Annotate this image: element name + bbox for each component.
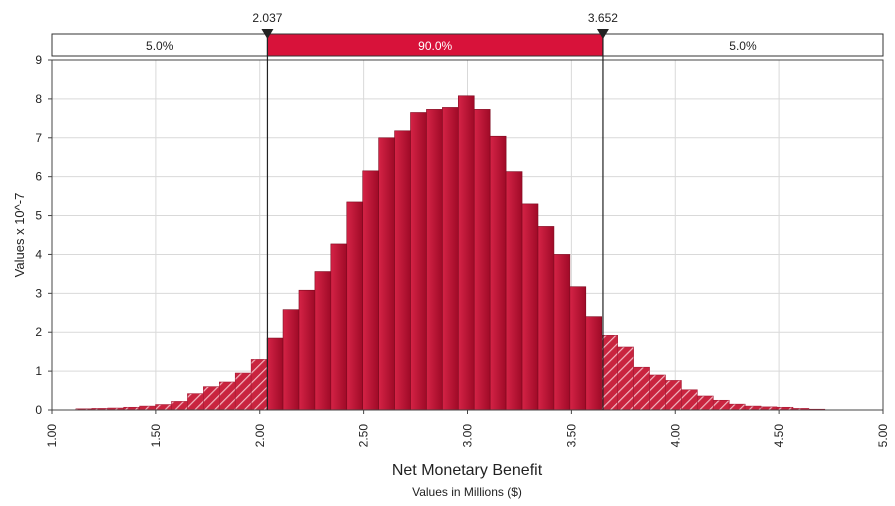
histogram-bar: [601, 335, 618, 411]
histogram-bar: [219, 381, 236, 411]
histogram-bar: [187, 393, 204, 411]
x-tick-label: 2.00: [253, 424, 267, 448]
y-tick-label: 2: [35, 325, 42, 339]
y-tick-label: 3: [35, 286, 42, 300]
histogram-bar: [521, 203, 539, 411]
right-delimiter-handle[interactable]: [596, 29, 609, 39]
left-delimiter[interactable]: 2.037: [252, 11, 283, 410]
x-tick-label: 2.50: [357, 424, 371, 448]
histogram-bar: [139, 405, 156, 411]
left-delimiter-value: 2.037: [252, 11, 282, 25]
histogram-bar: [665, 380, 682, 411]
histogram-bar: [537, 226, 555, 411]
band-middle-label: 90.0%: [418, 39, 452, 53]
x-tick-label: 3.00: [461, 424, 475, 448]
y-tick-label: 4: [35, 247, 42, 261]
histogram-bar: [203, 386, 220, 411]
histogram-bar: [569, 286, 587, 411]
histogram-bar: [458, 95, 475, 411]
histogram-bar: [282, 309, 300, 411]
histogram-bar: [250, 359, 268, 411]
x-tick-label: 1.00: [45, 424, 59, 448]
histogram-bar: [410, 112, 427, 411]
histogram-bar: [489, 135, 507, 411]
histogram-bar: [394, 130, 411, 411]
band-right-label: 5.0%: [729, 39, 757, 53]
histogram-bar: [346, 201, 364, 411]
histogram-bar: [744, 405, 762, 411]
histogram-bar: [442, 107, 459, 411]
histogram-bar: [649, 374, 666, 411]
y-axis-title: Values x 10^-7: [12, 193, 27, 278]
x-tick-label: 3.50: [564, 424, 578, 448]
histogram-bar: [553, 254, 571, 411]
histogram-bar: [697, 395, 714, 411]
x-axis-ticks: 1.00 1.50 2.00 2.50 3.00 3.50 4.00 4.50 5.00: [45, 410, 890, 447]
x-tick-label: 4.00: [668, 424, 682, 448]
percentile-band: 5.0% 90.0% 5.0%: [51, 33, 884, 57]
y-tick-label: 7: [35, 131, 42, 145]
histogram-bar: [728, 403, 746, 411]
histogram-bar: [155, 404, 172, 411]
y-tick-label: 9: [35, 53, 42, 67]
histogram-bar: [171, 401, 188, 411]
y-tick-label: 6: [35, 170, 42, 184]
left-delimiter-handle[interactable]: [261, 29, 274, 39]
x-axis-title: Net Monetary Benefit: [392, 462, 543, 479]
y-tick-label: 8: [35, 92, 42, 106]
histogram-bar: [712, 399, 730, 411]
y-axis-ticks: 0 1 2 3 4 5 6 7 8 9: [35, 53, 52, 417]
histogram-bar: [298, 289, 316, 411]
histogram-bar: [505, 171, 523, 411]
histogram-bar: [473, 109, 491, 411]
histogram-bar: [378, 137, 395, 411]
histogram-bar: [362, 170, 379, 411]
histogram-bar: [585, 316, 603, 411]
histogram-bar: [314, 271, 332, 411]
band-left-label: 5.0%: [146, 39, 174, 53]
right-delimiter[interactable]: 3.652: [588, 11, 618, 410]
histogram-bar: [266, 337, 284, 411]
histogram-bar: [330, 243, 348, 411]
right-delimiter-value: 3.652: [588, 11, 618, 25]
histogram-bar: [633, 366, 650, 411]
x-tick-label: 4.50: [772, 424, 786, 448]
y-tick-label: 5: [35, 209, 42, 223]
histogram-bar: [681, 389, 698, 411]
x-tick-label: 5.00: [876, 424, 890, 448]
histogram-bars: [75, 95, 826, 411]
x-axis-subtitle: Values in Millions ($): [412, 485, 522, 499]
x-tick-label: 1.50: [149, 424, 163, 448]
y-tick-label: 0: [35, 403, 42, 417]
y-tick-label: 1: [35, 364, 42, 378]
histogram-bar: [234, 372, 252, 411]
histogram-bar: [426, 109, 443, 411]
histogram-bar: [617, 346, 634, 411]
